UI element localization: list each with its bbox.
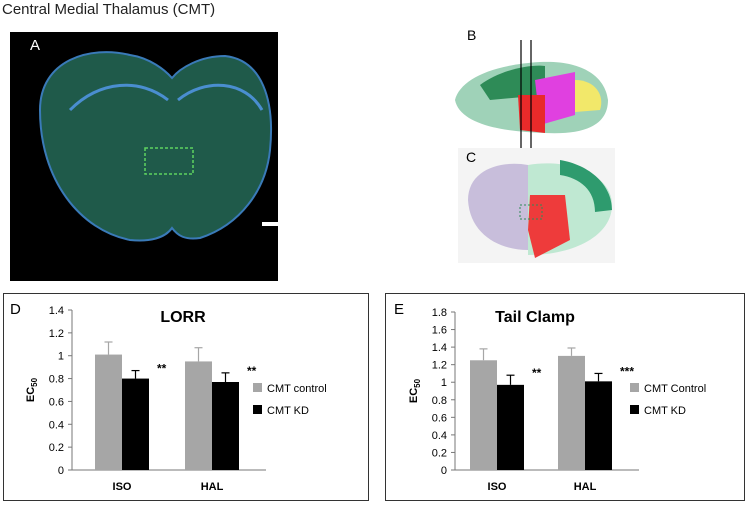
x-tick-label: ISO [488,481,507,493]
y-axis-label: EC50 [408,378,422,403]
legend-label: CMT Control [644,383,706,395]
x-tick-label: HAL [574,481,597,493]
legend-swatch [630,383,639,392]
roi-box [519,204,543,220]
y-axis-label: EC50 [25,377,39,402]
atlas-region [560,160,612,212]
x-tick-label: ISO [113,481,132,493]
error-bar [194,347,203,362]
y-tick-label: 0 [441,465,447,477]
panel-label: D [10,301,21,318]
y-tick-label: 1.8 [432,307,447,319]
bar [470,360,497,470]
error-bar [567,347,576,356]
panel-label: E [394,301,404,318]
legend-swatch [253,383,262,392]
error-bar [479,348,488,361]
x-tick-label: HAL [201,481,224,493]
error-bar [131,369,140,379]
bar [212,382,239,470]
brain-section [38,51,272,242]
error-bar [594,372,603,382]
legend-label: CMT KD [267,405,309,417]
significance-label: ** [247,364,257,378]
panel-label: C [466,149,476,165]
error-bar [104,341,113,355]
panel-label: B [467,27,476,43]
y-tick-label: 1 [441,377,447,389]
y-tick-label: 0.2 [49,442,64,454]
y-tick-label: 1.2 [49,328,64,340]
panel-frame [385,293,745,501]
scale-bar [262,222,290,226]
figure-title: Central Medial Thalamus (CMT) [2,1,215,18]
bar [95,354,122,470]
atlas-region [480,65,545,100]
y-tick-label: 0 [58,465,64,477]
y-tick-label: 1 [58,351,64,363]
y-tick-label: 0.4 [432,430,447,442]
hippocampus [68,83,264,112]
bar [122,378,149,470]
legend-swatch [630,405,639,414]
atlas-region [575,80,602,112]
chart-title: Tail Clamp [495,309,575,326]
bar [558,355,585,470]
y-tick-label: 1.4 [432,342,447,354]
panel-label: A [30,37,40,54]
significance-label: *** [620,364,634,378]
y-tick-label: 1.6 [432,325,447,337]
significance-label: ** [532,366,542,380]
y-tick-label: 0.6 [49,396,64,408]
y-axis-label-main: EC [25,387,37,402]
chart-title: LORR [160,309,206,326]
nissl-hemisphere [468,163,528,250]
bar [585,381,612,470]
bar [185,361,212,470]
y-axis-label-sub: 50 [30,377,39,386]
y-axis-label-sub: 50 [413,378,422,387]
error-bar [506,374,515,385]
error-bar [221,372,230,382]
y-tick-label: 0.2 [432,447,447,459]
legend-label: CMT control [267,383,327,395]
roi-box [144,147,194,175]
y-tick-label: 0.8 [432,395,447,407]
y-tick-label: 0.4 [49,419,64,431]
bar [497,384,524,470]
legend-label: CMT KD [644,405,686,417]
atlas-region [528,195,570,258]
y-tick-label: 1.2 [432,360,447,372]
panel-frame [3,293,369,501]
legend-swatch [253,405,262,414]
y-axis-label-main: EC [408,388,420,403]
significance-label: ** [157,362,167,376]
y-tick-label: 0.8 [49,374,64,386]
y-tick-label: 1.4 [49,305,64,317]
y-tick-label: 0.6 [432,412,447,424]
